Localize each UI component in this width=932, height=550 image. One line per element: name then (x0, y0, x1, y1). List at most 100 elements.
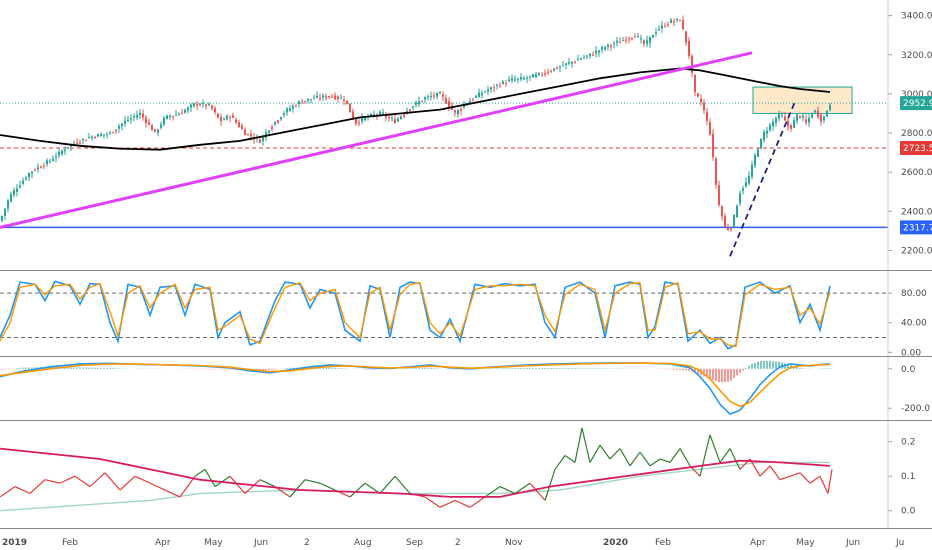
candle-body[interactable] (670, 19, 672, 23)
candle-body[interactable] (316, 95, 318, 98)
candle-body[interactable] (283, 113, 285, 116)
candle-body[interactable] (280, 117, 282, 120)
candle-body[interactable] (652, 35, 654, 38)
candle-body[interactable] (508, 79, 510, 82)
candle-body[interactable] (568, 62, 570, 64)
candle-body[interactable] (742, 188, 744, 191)
candle-body[interactable] (532, 74, 534, 78)
candle-body[interactable] (232, 115, 234, 118)
candle-body[interactable] (40, 167, 42, 169)
stoch-k-line[interactable] (0, 280, 831, 350)
candle-body[interactable] (697, 93, 699, 97)
candle-body[interactable] (247, 133, 249, 135)
candle-body[interactable] (565, 63, 567, 66)
candle-body[interactable] (595, 50, 597, 54)
candle-body[interactable] (730, 227, 732, 230)
candle-body[interactable] (220, 117, 222, 122)
candle-body[interactable] (748, 175, 750, 184)
candle-body[interactable] (7, 200, 9, 209)
candle-body[interactable] (829, 105, 831, 110)
candle-body[interactable] (313, 98, 315, 100)
candle-body[interactable] (211, 105, 213, 109)
candle-body[interactable] (340, 98, 342, 100)
candle-body[interactable] (769, 125, 771, 131)
candle-body[interactable] (448, 101, 450, 108)
candle-body[interactable] (790, 125, 792, 129)
candle-body[interactable] (436, 92, 438, 97)
candle-body[interactable] (685, 31, 687, 43)
signal-line[interactable] (0, 362, 831, 408)
candle-body[interactable] (691, 56, 693, 73)
candle-body[interactable] (634, 36, 636, 38)
candle-body[interactable] (733, 214, 735, 227)
candle-body[interactable] (577, 59, 579, 61)
candle-body[interactable] (4, 208, 6, 216)
candle-body[interactable] (583, 57, 585, 59)
candle-body[interactable] (784, 116, 786, 121)
candle-body[interactable] (196, 103, 198, 106)
candle-body[interactable] (358, 122, 360, 124)
candle-body[interactable] (760, 138, 762, 149)
candle-body[interactable] (301, 102, 303, 104)
candle-body[interactable] (754, 155, 756, 166)
candle-body[interactable] (799, 115, 801, 118)
candle-body[interactable] (31, 171, 33, 174)
candle-body[interactable] (823, 116, 825, 121)
candle-body[interactable] (307, 98, 309, 101)
candle-body[interactable] (433, 95, 435, 97)
candle-body[interactable] (796, 114, 798, 121)
candle-body[interactable] (709, 122, 711, 135)
candle-body[interactable] (694, 74, 696, 93)
candle-body[interactable] (184, 110, 186, 113)
candle-body[interactable] (397, 118, 399, 122)
candle-body[interactable] (421, 100, 423, 102)
candle-body[interactable] (811, 114, 813, 118)
candle-body[interactable] (631, 38, 633, 40)
candle-body[interactable] (550, 71, 552, 73)
support-dashed-line[interactable] (729, 101, 796, 257)
candle-body[interactable] (310, 99, 312, 101)
candle-body[interactable] (121, 123, 123, 127)
candle-body[interactable] (724, 215, 726, 227)
candle-body[interactable] (475, 95, 477, 98)
candle-body[interactable] (235, 119, 237, 123)
candle-body[interactable] (721, 206, 723, 217)
candle-body[interactable] (739, 192, 741, 204)
candle-body[interactable] (430, 95, 432, 97)
candle-body[interactable] (223, 119, 225, 121)
candle-body[interactable] (502, 81, 504, 84)
candle-body[interactable] (607, 44, 609, 47)
candle-body[interactable] (64, 149, 66, 152)
candle-body[interactable] (217, 113, 219, 118)
candle-body[interactable] (505, 83, 507, 85)
candle-body[interactable] (778, 112, 780, 119)
candle-body[interactable] (787, 121, 789, 127)
candle-body[interactable] (625, 39, 627, 41)
candle-body[interactable] (349, 103, 351, 113)
candle-body[interactable] (559, 66, 561, 68)
candle-body[interactable] (493, 87, 495, 89)
candle-body[interactable] (415, 102, 417, 105)
candle-body[interactable] (715, 158, 717, 185)
candle-body[interactable] (511, 78, 513, 81)
candle-body[interactable] (445, 98, 447, 104)
candle-body[interactable] (34, 170, 36, 172)
candle-body[interactable] (682, 20, 684, 30)
candle-body[interactable] (229, 117, 231, 119)
candle-body[interactable] (817, 110, 819, 118)
candle-body[interactable] (676, 18, 678, 21)
candle-body[interactable] (292, 105, 294, 109)
candle-body[interactable] (172, 115, 174, 118)
candle-body[interactable] (100, 134, 102, 137)
candle-body[interactable] (388, 117, 390, 119)
candle-body[interactable] (22, 180, 24, 184)
candle-body[interactable] (106, 133, 108, 135)
candle-body[interactable] (757, 149, 759, 157)
candle-body[interactable] (496, 84, 498, 86)
candle-body[interactable] (793, 120, 795, 128)
candle-body[interactable] (538, 72, 540, 75)
candle-body[interactable] (499, 85, 501, 87)
candle-body[interactable] (394, 119, 396, 124)
candle-body[interactable] (148, 121, 150, 125)
